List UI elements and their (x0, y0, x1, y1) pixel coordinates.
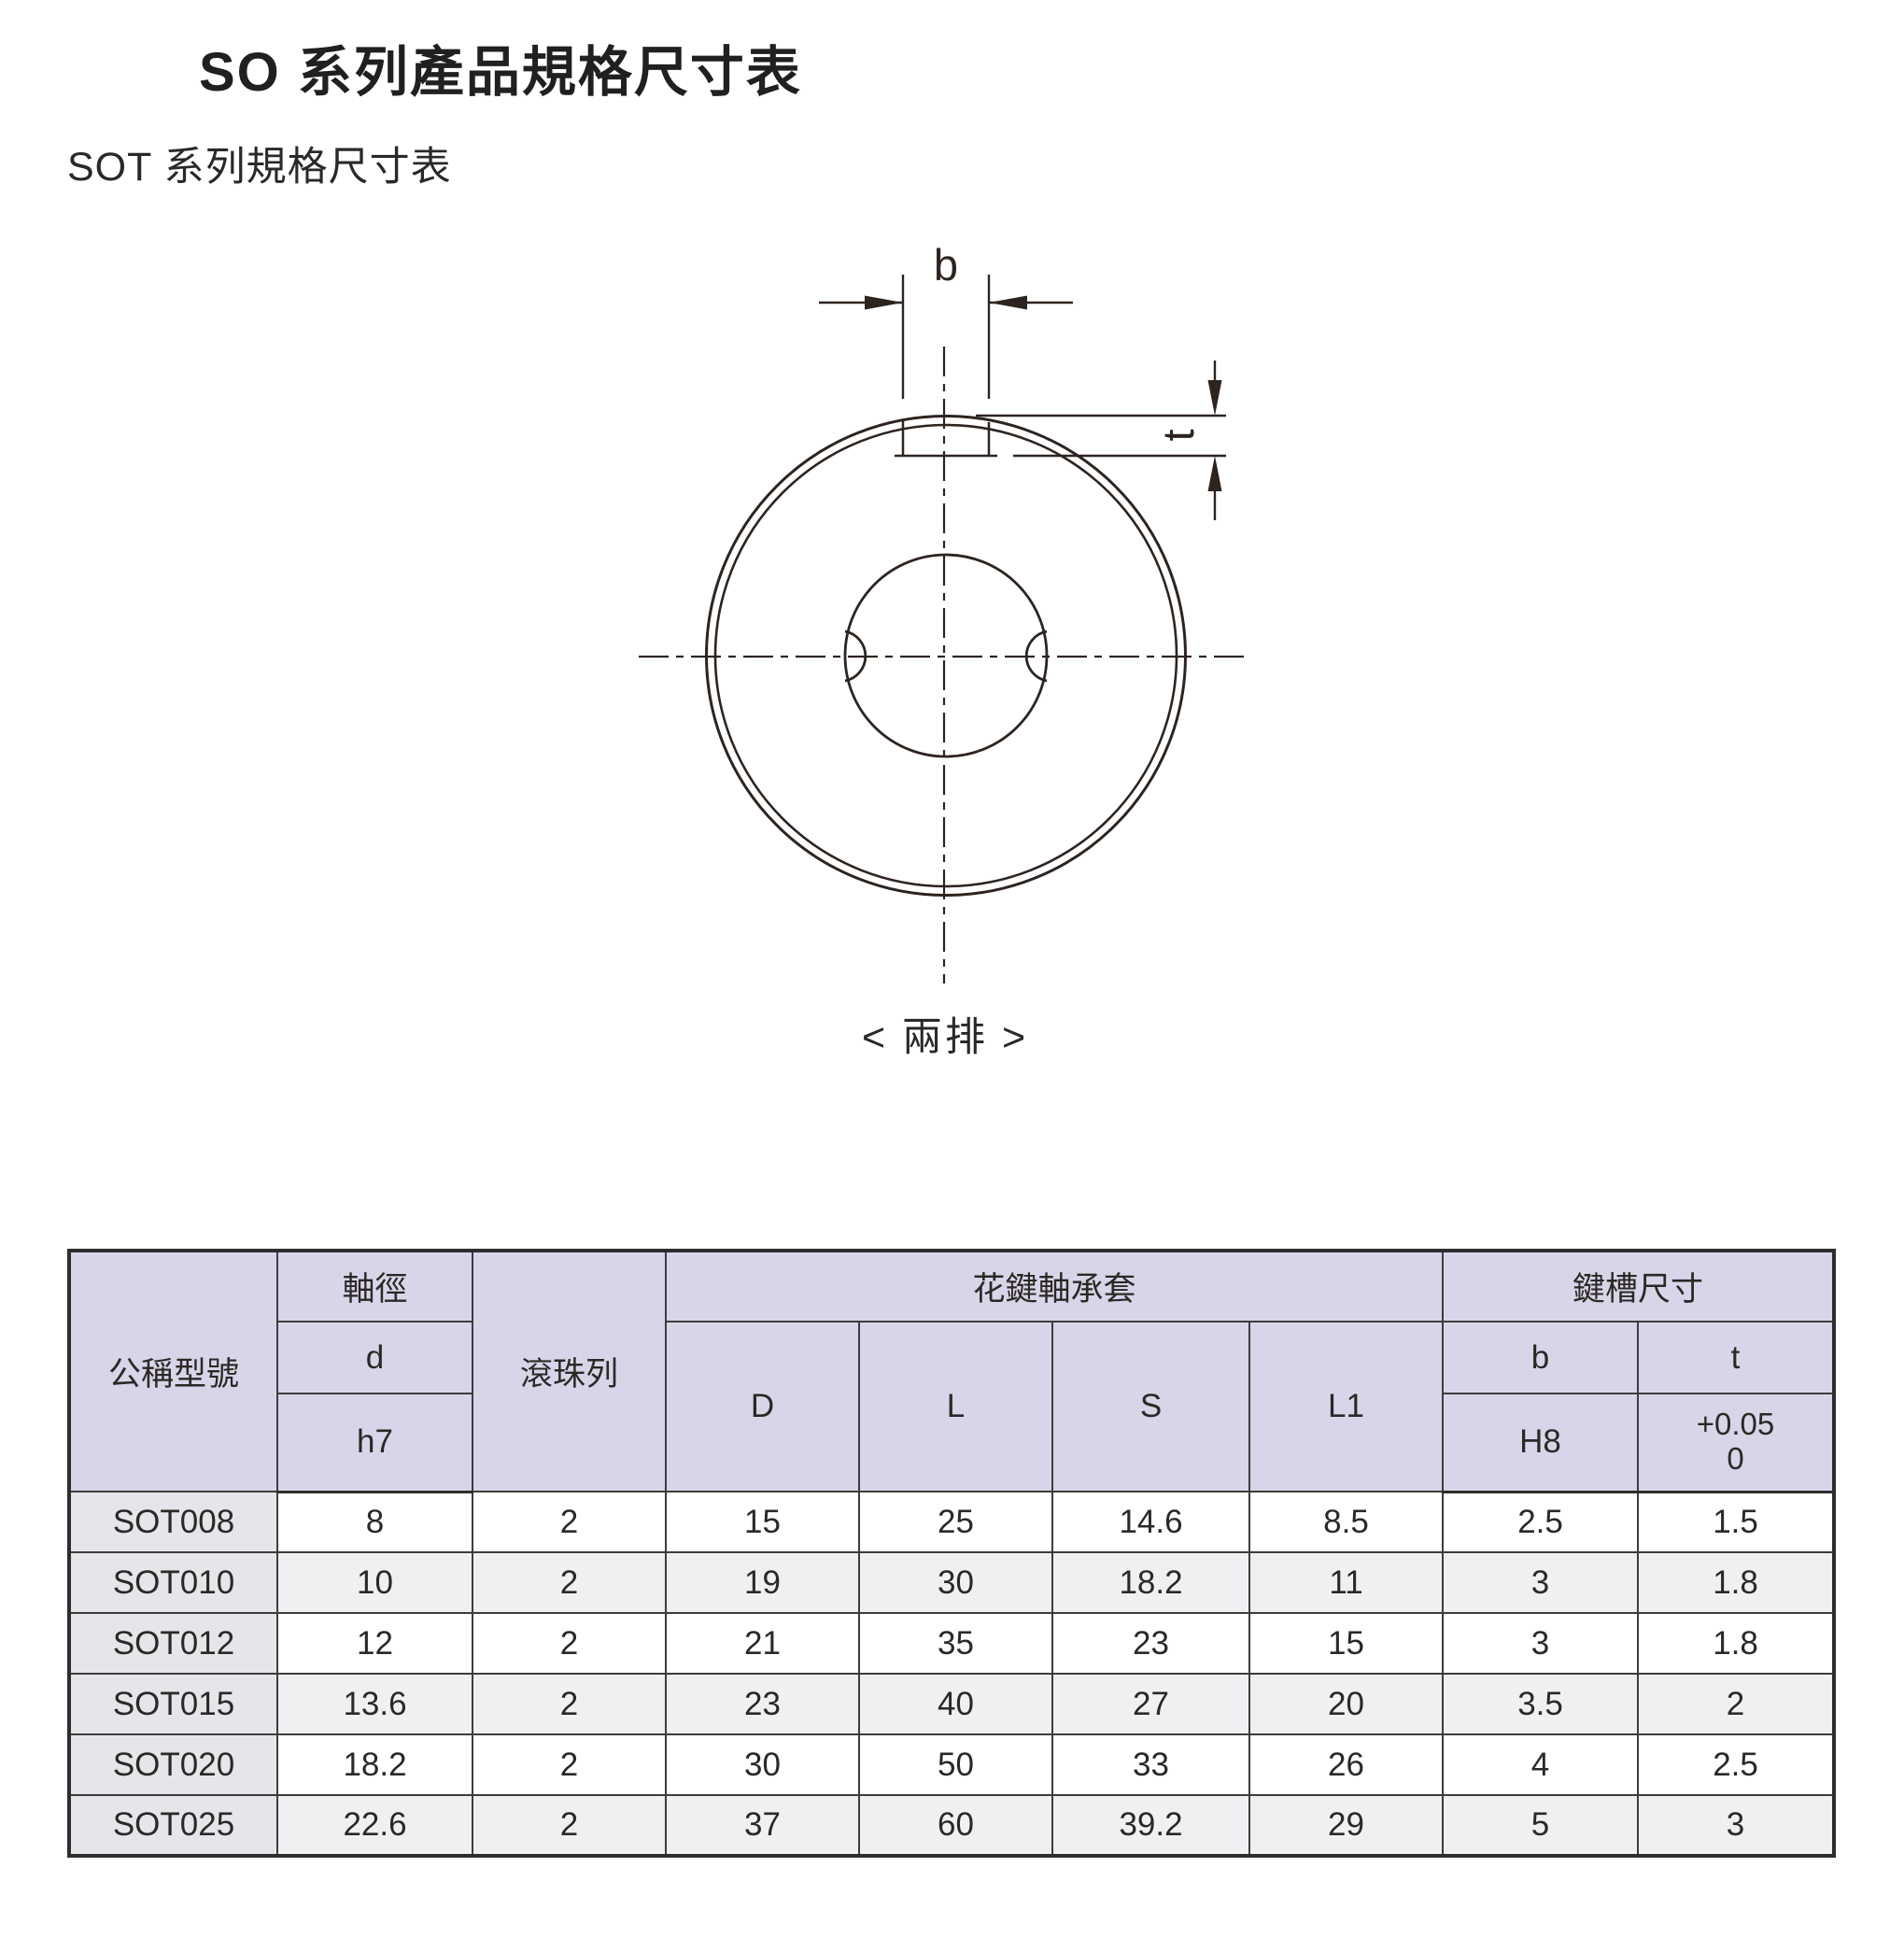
cell-L1: 15 (1248, 1612, 1445, 1675)
cell-t: 2 (1637, 1673, 1836, 1735)
cell-t: 3 (1637, 1794, 1836, 1857)
cell-L: 25 (858, 1491, 1053, 1553)
b-arrow-right (989, 295, 1027, 310)
cell-d: 22.6 (276, 1794, 473, 1857)
cell-L: 60 (858, 1794, 1053, 1857)
header-keyway-size: 鍵槽尺寸 (1442, 1250, 1836, 1323)
keyway-outline (895, 420, 997, 458)
section-subtitle: SOT 系列規格尺寸表 (67, 145, 452, 190)
cell-L1: 20 (1248, 1673, 1445, 1735)
cell-ball-rows: 2 (472, 1673, 667, 1735)
header-ball-rows: 滾珠列 (472, 1250, 667, 1492)
cell-ball-rows: 2 (472, 1491, 667, 1553)
cell-D: 30 (665, 1733, 860, 1796)
page-title: SO 系列產品規格尺寸表 (199, 42, 802, 103)
cell-D: 21 (665, 1612, 860, 1675)
cell-S: 39.2 (1051, 1794, 1250, 1857)
cell-S: 23 (1051, 1612, 1250, 1675)
cell-model: SOT020 (68, 1733, 278, 1796)
t-leader-lines (976, 414, 1226, 458)
cell-ball-rows: 2 (472, 1551, 667, 1614)
cell-ball-rows: 2 (472, 1612, 667, 1675)
t-tolerance-lower: 0 (1727, 1441, 1744, 1477)
cell-model: SOT010 (68, 1551, 278, 1614)
cell-b: 3 (1442, 1551, 1640, 1614)
table-row: SOT015 13.6 2 23 40 27 20 3.5 2 (68, 1673, 1836, 1735)
header-t-tolerance: +0.05 0 (1637, 1393, 1836, 1493)
t-arrow-up (1207, 456, 1222, 491)
table-row: SOT008 8 2 15 25 14.6 8.5 2.5 1.5 (68, 1491, 1836, 1553)
header-b: b (1442, 1321, 1640, 1394)
table-row: SOT025 22.6 2 37 60 39.2 29 5 3 (68, 1794, 1836, 1857)
cell-S: 27 (1051, 1673, 1250, 1735)
header-d: d (276, 1321, 473, 1394)
header-D: D (665, 1321, 860, 1492)
cell-ball-rows: 2 (472, 1733, 667, 1796)
cell-S: 18.2 (1051, 1551, 1250, 1614)
cell-d: 12 (276, 1612, 473, 1675)
b-arrow-left (865, 295, 903, 310)
cell-L1: 11 (1248, 1551, 1445, 1614)
cell-ball-rows: 2 (472, 1794, 667, 1857)
cell-d: 18.2 (276, 1733, 473, 1796)
spec-table: 公稱型號 軸徑 滾珠列 花鍵軸承套 鍵槽尺寸 d D L S L1 b t h7… (67, 1249, 1837, 1858)
cell-D: 37 (665, 1794, 860, 1857)
cell-L: 40 (858, 1673, 1053, 1735)
cell-S: 33 (1051, 1733, 1250, 1796)
cell-L1: 8.5 (1248, 1491, 1445, 1553)
cell-L: 35 (858, 1612, 1053, 1675)
cell-b: 4 (1442, 1733, 1640, 1796)
cell-model: SOT025 (68, 1794, 278, 1857)
header-S: S (1051, 1321, 1250, 1492)
cell-t: 1.8 (1637, 1551, 1836, 1614)
header-spline-bushing: 花鍵軸承套 (664, 1250, 1445, 1323)
cell-L: 50 (858, 1733, 1053, 1796)
cell-model: SOT015 (68, 1673, 278, 1735)
cell-t: 1.8 (1637, 1612, 1836, 1675)
cell-L: 30 (858, 1551, 1053, 1614)
cell-t: 1.5 (1637, 1491, 1836, 1553)
b-extension-lines (901, 275, 991, 399)
cell-d: 13.6 (276, 1673, 473, 1735)
header-t: t (1637, 1321, 1836, 1394)
cell-d: 10 (276, 1551, 473, 1614)
cell-D: 15 (665, 1491, 860, 1553)
cell-b: 5 (1442, 1794, 1640, 1857)
cell-t: 2.5 (1637, 1733, 1836, 1796)
cell-model: SOT008 (68, 1491, 278, 1553)
diagram-caption: < 兩排 > (861, 1015, 1029, 1060)
table-row: SOT020 18.2 2 30 50 33 26 4 2.5 (68, 1733, 1836, 1796)
dimension-label-b: b (933, 240, 959, 290)
cell-L1: 26 (1248, 1733, 1445, 1796)
cell-b: 2.5 (1442, 1491, 1640, 1553)
cell-D: 23 (665, 1673, 860, 1735)
table-row: SOT010 10 2 19 30 18.2 11 3 1.8 (68, 1551, 1836, 1614)
cell-model: SOT012 (68, 1612, 278, 1675)
cell-D: 19 (665, 1551, 860, 1614)
header-model: 公稱型號 (68, 1250, 278, 1492)
header-h7: h7 (276, 1393, 473, 1493)
header-L1: L1 (1248, 1321, 1445, 1492)
dimension-label-t: t (1153, 429, 1203, 442)
cell-d: 8 (276, 1491, 473, 1553)
header-L: L (858, 1321, 1053, 1492)
table-row: SOT012 12 2 21 35 23 15 3 1.8 (68, 1612, 1836, 1675)
cell-b: 3.5 (1442, 1673, 1640, 1735)
header-H8: H8 (1442, 1393, 1640, 1493)
t-arrow-down (1207, 380, 1222, 416)
cell-S: 14.6 (1051, 1491, 1250, 1553)
spline-bushing-cross-section-drawing (639, 275, 1245, 983)
t-tolerance-upper: +0.05 (1696, 1407, 1775, 1442)
cell-b: 3 (1442, 1612, 1640, 1675)
cell-L1: 29 (1248, 1794, 1445, 1857)
header-shaft-diameter: 軸徑 (276, 1250, 473, 1323)
